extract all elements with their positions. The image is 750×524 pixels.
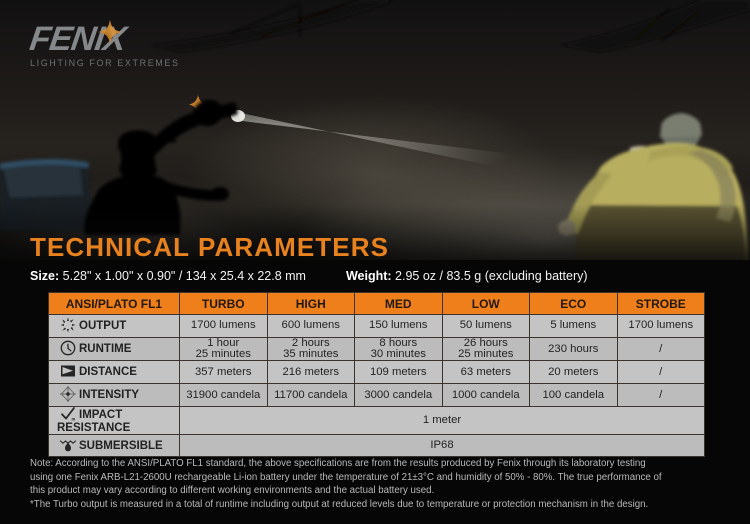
svg-text:m: m (72, 417, 76, 422)
